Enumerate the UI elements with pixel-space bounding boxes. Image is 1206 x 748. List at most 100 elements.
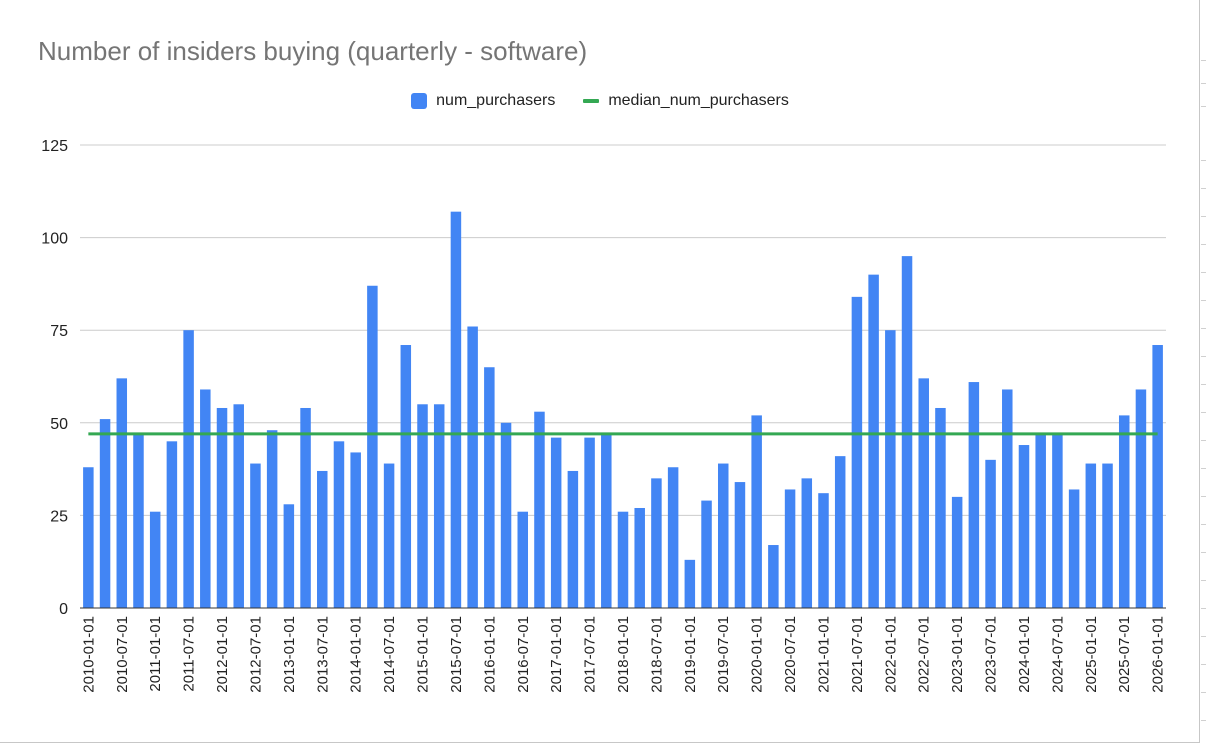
bar	[317, 470, 328, 608]
legend: num_purchasers median_num_purchasers	[0, 92, 1200, 110]
bar	[1002, 389, 1013, 608]
bar	[350, 452, 361, 608]
y-tick-label: 25	[50, 508, 68, 525]
legend-swatch-line	[583, 99, 600, 103]
adjacent-grid-edge	[1201, 0, 1206, 748]
y-tick-label: 50	[50, 416, 68, 433]
chart-title: Number of insiders buying (quarterly - s…	[38, 36, 588, 66]
x-tick-label: 2021-07-01	[849, 616, 866, 693]
x-tick-label: 2013-07-01	[314, 616, 331, 693]
bar	[484, 367, 495, 608]
x-tick-label: 2011-01-01	[147, 616, 164, 692]
bar	[968, 382, 980, 608]
bar	[885, 330, 896, 608]
bar	[818, 493, 829, 608]
bar	[851, 296, 863, 608]
bar	[517, 511, 529, 608]
x-tick-label: 2017-07-01	[582, 616, 599, 693]
y-tick-label: 125	[41, 138, 68, 155]
bar	[1152, 345, 1163, 608]
legend-label: median_num_purchasers	[608, 92, 789, 109]
bar	[634, 507, 645, 608]
x-tick-label: 2013-01-01	[281, 616, 298, 693]
bar	[166, 441, 178, 608]
bar	[1118, 415, 1130, 608]
y-tick-label: 100	[41, 231, 68, 248]
bar	[550, 437, 562, 608]
bar	[784, 489, 796, 608]
bar	[684, 559, 696, 608]
bar	[333, 441, 345, 608]
bar	[701, 500, 712, 608]
bar	[500, 422, 512, 608]
bar	[717, 463, 729, 608]
x-tick-label: 2020-01-01	[749, 616, 766, 693]
bar	[83, 467, 94, 608]
bar	[417, 404, 428, 608]
bar	[116, 378, 128, 608]
bar	[1068, 489, 1080, 608]
x-tick-label: 2024-01-01	[1016, 616, 1033, 693]
x-tick-label: 2019-07-01	[715, 616, 732, 693]
bar	[985, 459, 996, 608]
bar	[768, 545, 779, 608]
bar	[534, 411, 545, 608]
x-tick-label: 2022-01-01	[882, 616, 899, 693]
bar	[935, 407, 946, 608]
x-tick-label: 2023-01-01	[949, 616, 966, 693]
bar	[1018, 445, 1030, 608]
bar	[834, 456, 846, 608]
legend-swatch-bar	[411, 93, 428, 109]
legend-item-num-purchasers[interactable]: num_purchasers	[411, 92, 555, 110]
legend-label: num_purchasers	[436, 92, 556, 109]
x-tick-label: 2025-01-01	[1083, 616, 1100, 693]
x-tick-label: 2016-01-01	[481, 616, 498, 693]
x-tick-label: 2022-07-01	[916, 616, 933, 693]
bar	[250, 463, 261, 608]
x-tick-label: 2012-07-01	[247, 616, 264, 693]
x-tick-label: 2010-07-01	[114, 616, 131, 693]
bar	[751, 415, 762, 608]
bar	[617, 511, 629, 608]
bar	[1102, 463, 1113, 608]
legend-item-median-num-purchasers[interactable]: median_num_purchasers	[583, 92, 789, 110]
bar	[467, 326, 478, 608]
x-tick-label: 2026-01-01	[1150, 616, 1167, 693]
bar	[133, 433, 144, 608]
y-tick-label: 75	[50, 323, 68, 340]
bar	[149, 511, 161, 608]
x-tick-label: 2015-01-01	[415, 616, 432, 693]
bar	[450, 211, 462, 608]
bar	[400, 345, 412, 608]
bar	[667, 467, 679, 608]
bar	[901, 256, 913, 608]
x-tick-label: 2014-07-01	[381, 616, 398, 693]
bar	[383, 463, 395, 608]
bar	[300, 407, 311, 608]
bar	[868, 274, 879, 608]
bar	[601, 433, 612, 608]
x-tick-label: 2020-07-01	[782, 616, 799, 693]
bar	[433, 404, 445, 608]
bar	[99, 419, 111, 608]
x-tick-label: 2017-01-01	[548, 616, 565, 693]
bar	[951, 496, 963, 608]
bar	[266, 430, 278, 608]
x-tick-label: 2015-07-01	[448, 616, 465, 693]
bar	[367, 285, 378, 608]
x-tick-label: 2016-07-01	[515, 616, 532, 693]
bar	[200, 389, 211, 608]
bar	[918, 378, 929, 608]
bar	[567, 470, 579, 608]
x-tick-label: 2014-01-01	[348, 616, 365, 693]
x-tick-label: 2018-07-01	[648, 616, 665, 693]
bar	[1135, 389, 1147, 608]
bar	[584, 437, 595, 608]
x-tick-label: 2024-07-01	[1049, 616, 1066, 693]
bar	[1052, 433, 1063, 608]
x-tick-label: 2025-07-01	[1116, 616, 1133, 693]
x-tick-label: 2019-01-01	[682, 616, 699, 693]
x-tick-label: 2023-07-01	[983, 616, 1000, 693]
